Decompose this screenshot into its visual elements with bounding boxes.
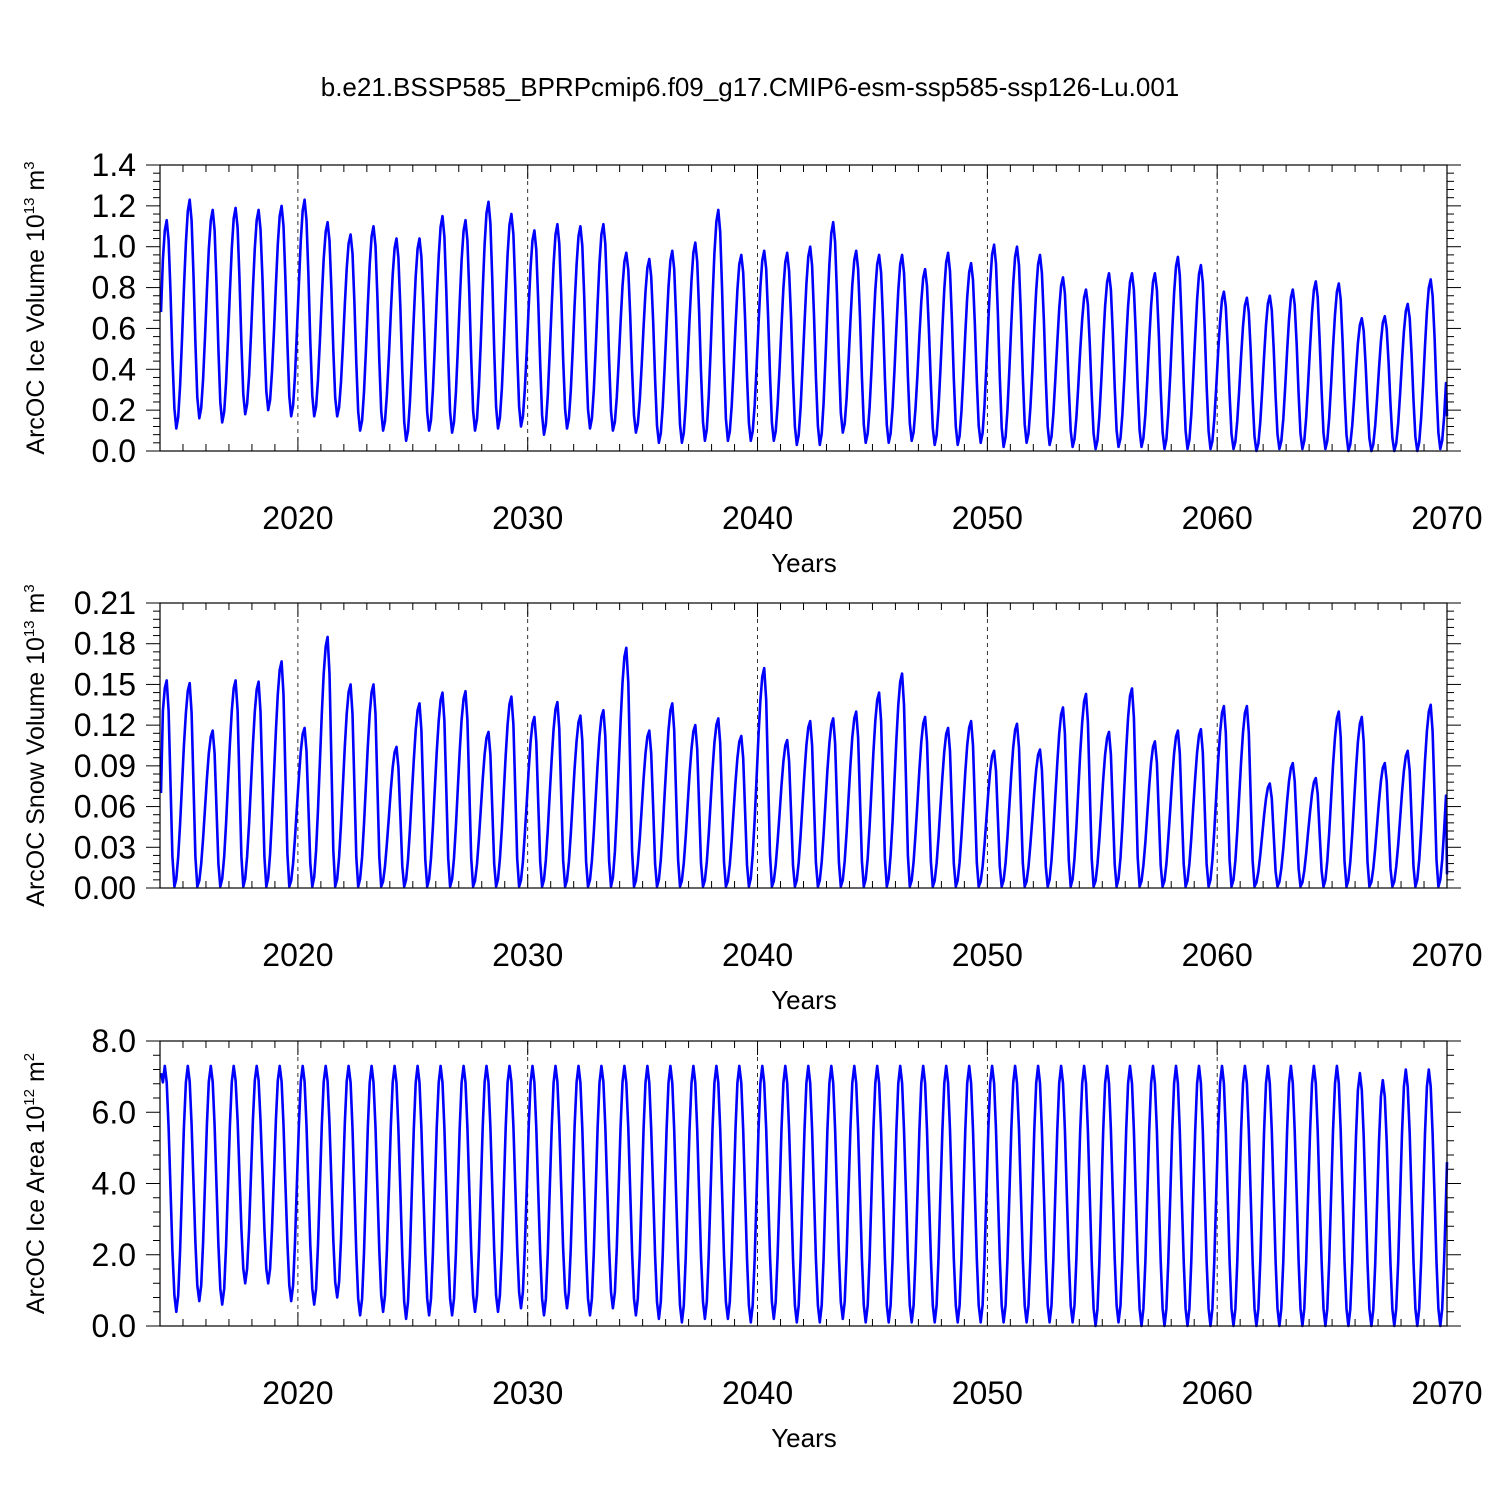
y-tick-label: 0.18 [74,626,136,662]
chart-panel-ice_volume: 0.0 0.2 0.4 0.6 0.8 1.0 1.2 1.4 2020 2030 2040 2050… [21,147,1483,578]
x-tick-label: 2060 [1182,500,1253,536]
y-tick-label: 0.00 [74,870,136,906]
x-tick-label: 2070 [1411,500,1482,536]
x-tick-label: 2070 [1411,937,1482,973]
chart-panel-ice_area: 0.0 2.0 4.0 6.0 8.0 2020 2030 2040 2050 2060 2070 Y… [21,1023,1483,1453]
y-tick-label: 0.6 [92,310,136,346]
series-line-ice_area [159,1064,1449,1328]
x-tick-label: 2040 [722,937,793,973]
chart-panel-snow_volume: 0.00 0.03 0.06 0.09 0.12 0.15 0.18 0.21 2020 2030… [21,584,1483,1015]
y-tick-label: 4.0 [92,1166,136,1202]
plot-frame [159,1040,1448,1327]
y-tick-label: 0.4 [92,351,136,387]
y-tick-label: 0.0 [92,1308,136,1344]
y-tick-label: 8.0 [92,1023,136,1059]
y-axis-label: ArcOC Ice Area 1012 m2 [21,1053,50,1314]
y-tick-label: 1.0 [92,229,136,265]
x-tick-label: 2050 [952,937,1023,973]
series-line-ice_volume [159,198,1449,453]
y-tick-label: 1.2 [92,188,136,224]
y-tick-label: 6.0 [92,1094,136,1130]
y-tick-label: 0.15 [74,666,136,702]
y-tick-label: 0.2 [92,392,136,428]
x-tick-label: 2030 [492,500,563,536]
x-tick-label: 2040 [722,1375,793,1411]
y-tick-label: 2.0 [92,1237,136,1273]
figure-title: b.e21.BSSP585_BPRPcmip6.f09_g17.CMIP6-es… [321,72,1180,102]
x-tick-label: 2060 [1182,937,1253,973]
x-tick-label: 2050 [952,1375,1023,1411]
series-line-snow_volume [159,635,1449,888]
y-tick-label: 0.0 [92,433,136,469]
x-tick-label: 2020 [262,500,333,536]
y-axis-label: ArcOC Snow Volume 1013 m3 [21,584,50,906]
x-tick-label: 2070 [1411,1375,1482,1411]
plot-frame [159,164,1448,452]
x-tick-label: 2020 [262,1375,333,1411]
y-tick-label: 0.21 [74,585,136,621]
x-tick-label: 2050 [952,500,1023,536]
x-axis-label: Years [771,1423,837,1453]
x-tick-label: 2030 [492,1375,563,1411]
plot-frame [159,602,1448,889]
x-axis-label: Years [771,548,837,578]
x-tick-label: 2030 [492,937,563,973]
y-axis-label: ArcOC Ice Volume 1013 m3 [21,161,50,454]
y-tick-label: 0.12 [74,707,136,743]
x-axis-label: Years [771,985,837,1015]
y-tick-label: 1.4 [92,147,136,183]
y-tick-label: 0.8 [92,270,136,306]
x-tick-label: 2020 [262,937,333,973]
x-tick-label: 2060 [1182,1375,1253,1411]
x-tick-label: 2040 [722,500,793,536]
panels: 0.0 0.2 0.4 0.6 0.8 1.0 1.2 1.4 2020 2030 2040 2050… [21,147,1483,1453]
y-tick-label: 0.06 [74,789,136,825]
y-tick-label: 0.03 [74,829,136,865]
y-tick-label: 0.09 [74,748,136,784]
